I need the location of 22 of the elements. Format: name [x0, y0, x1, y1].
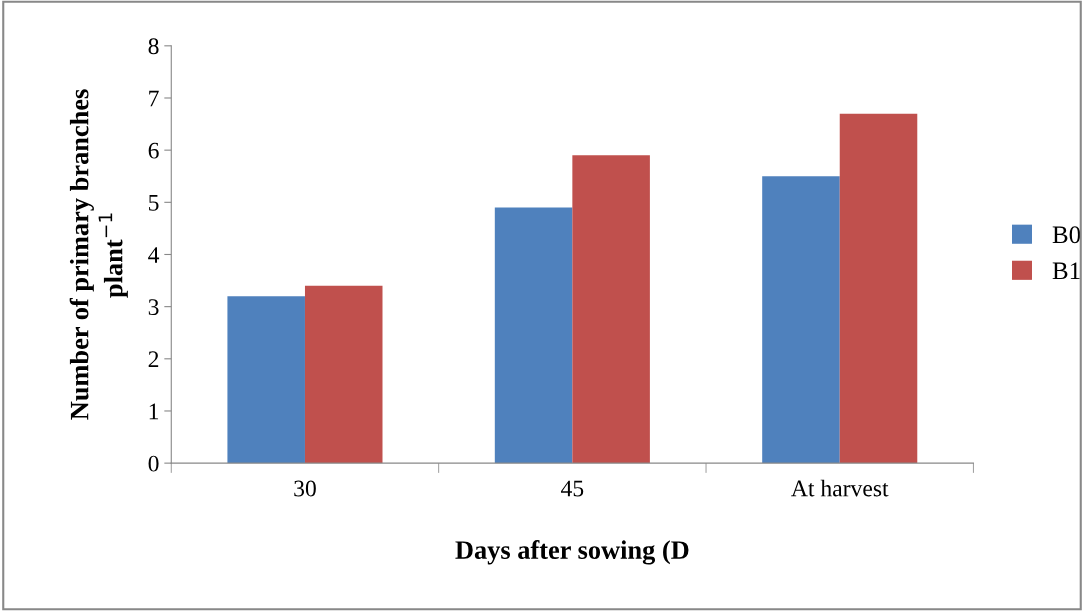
bar [494, 207, 573, 464]
y-tick-label: 4 [148, 247, 160, 263]
bar [839, 113, 918, 464]
y-tick-label: 3 [148, 299, 159, 316]
x-tick-label: At harvest [791, 479, 889, 497]
bar [304, 285, 383, 464]
legend-label: B1 [1052, 262, 1080, 280]
y-tick-label: 7 [149, 90, 159, 107]
y-axis-title: Number of primary branches plant$^{−1}$ [69, 89, 128, 420]
bar [762, 176, 840, 464]
x-axis-title: Days after sowing (D [455, 540, 689, 565]
y-tick-label: 6 [148, 142, 159, 159]
y-tick-label: 8 [148, 38, 159, 55]
legend-label: B0 [1052, 226, 1081, 244]
y-tick-label: 2 [148, 351, 159, 367]
y-tick-label: 5 [149, 195, 159, 211]
y-tick-label: 0 [148, 455, 159, 472]
bar [572, 155, 650, 464]
y-tick-label: 1 [149, 403, 159, 420]
x-tick-label: 30 [294, 480, 316, 497]
bar [227, 296, 305, 464]
x-tick-label: 45 [561, 480, 584, 497]
